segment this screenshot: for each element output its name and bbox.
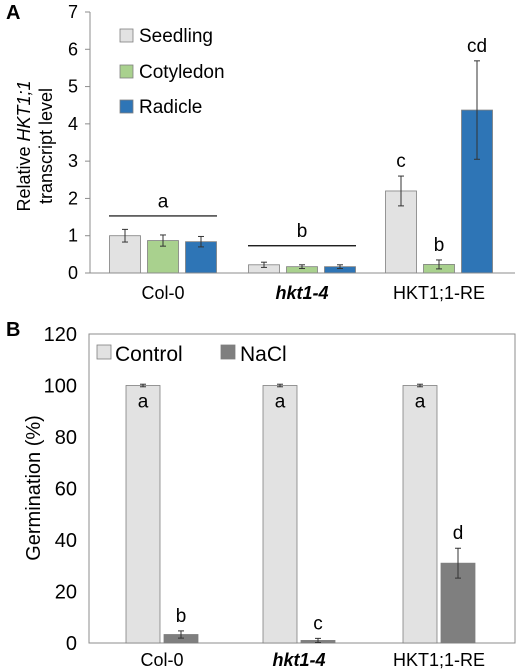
panel-a-y-tick-label: 0 [68, 263, 78, 283]
panel-a-y-tick-label: 7 [68, 2, 78, 22]
panel-a-significance-letter: c [396, 151, 406, 172]
panel-a-significance-letter: b [434, 235, 445, 256]
panel-a-category-label: hkt1-4 [275, 283, 328, 303]
panel-a-category-label: HKT1;1-RE [393, 283, 485, 303]
panel-a-chart: A Relative HKT1;1 transcript level 0 1 2 3 4… [6, 2, 515, 303]
panel-a-y-tick-label: 5 [68, 77, 78, 97]
panel-b-bar-control [262, 385, 298, 644]
panel-b-legend-label: Control [115, 343, 183, 366]
panel-b-y-axis-label: Germination (%) [23, 415, 45, 561]
panel-b-significance-letter: b [176, 606, 187, 627]
panel-a-label: A [6, 2, 20, 24]
panel-a-legend-swatch-cotyledon [119, 64, 134, 79]
panel-a-significance-letter: b [297, 221, 308, 242]
panel-b-significance-letter: a [138, 392, 149, 413]
panel-b-significance-letter: d [453, 523, 464, 544]
panel-a-y-axis-label-line2: transcript level [36, 88, 56, 204]
panel-a-significance-letter: a [158, 191, 169, 212]
panel-a-legend: Seedling Cotyledon Radicle [119, 26, 225, 118]
panel-a-y-tick-label: 3 [68, 151, 78, 171]
panel-a-legend-label: Radicle [139, 97, 202, 118]
panel-b-chart: B Germination (%) 0 20 40 60 80 100 120 a a a b c d… [6, 319, 516, 670]
panel-a-y-axis-label-line1: Relative HKT1;1 [14, 80, 34, 211]
panel-b-y-tick-label: 120 [44, 324, 77, 346]
panel-a-y-tick-label: 4 [68, 114, 78, 134]
panel-a-significance-letter: cd [467, 36, 487, 57]
panel-b-y-tick-label: 20 [55, 582, 77, 604]
panel-b-y-tick-label: 100 [44, 376, 77, 398]
panel-b-category-label: hkt1-4 [272, 650, 325, 670]
panel-b-y-tick-label: 40 [55, 530, 77, 552]
panel-b-y-tick-label: 60 [55, 479, 77, 501]
panel-b-label: B [6, 319, 20, 341]
panel-a-legend-label: Cotyledon [139, 62, 225, 83]
panel-b-y-tick-label: 80 [55, 427, 77, 449]
panel-a-legend-swatch-seedling [119, 28, 134, 43]
panel-b-category-label: HKT1;1-RE [393, 650, 485, 670]
panel-b-legend: Control NaCl [96, 343, 287, 366]
panel-a-y-tick-label: 1 [68, 226, 78, 246]
panel-b-legend-label: NaCl [240, 343, 287, 366]
panel-a-legend-swatch-radicle [119, 99, 134, 114]
panel-b-bar-control [125, 385, 161, 644]
panel-a-category-label: Col-0 [141, 283, 184, 303]
panel-a-y-tick-label: 6 [68, 39, 78, 59]
panel-b-legend-swatch-control [96, 344, 112, 360]
panel-b-category-label: Col-0 [140, 650, 183, 670]
panel-b-bar-control [402, 385, 438, 644]
panel-b-y-tick-label: 0 [66, 633, 77, 655]
panel-a-legend-label: Seedling [139, 26, 213, 47]
panel-b-significance-letter: a [415, 392, 426, 413]
panel-b-significance-letter: a [275, 392, 286, 413]
panel-a-y-tick-label: 2 [68, 188, 78, 208]
panel-b-legend-swatch-nacl [220, 344, 236, 360]
panel-b-significance-letter: c [313, 613, 323, 634]
